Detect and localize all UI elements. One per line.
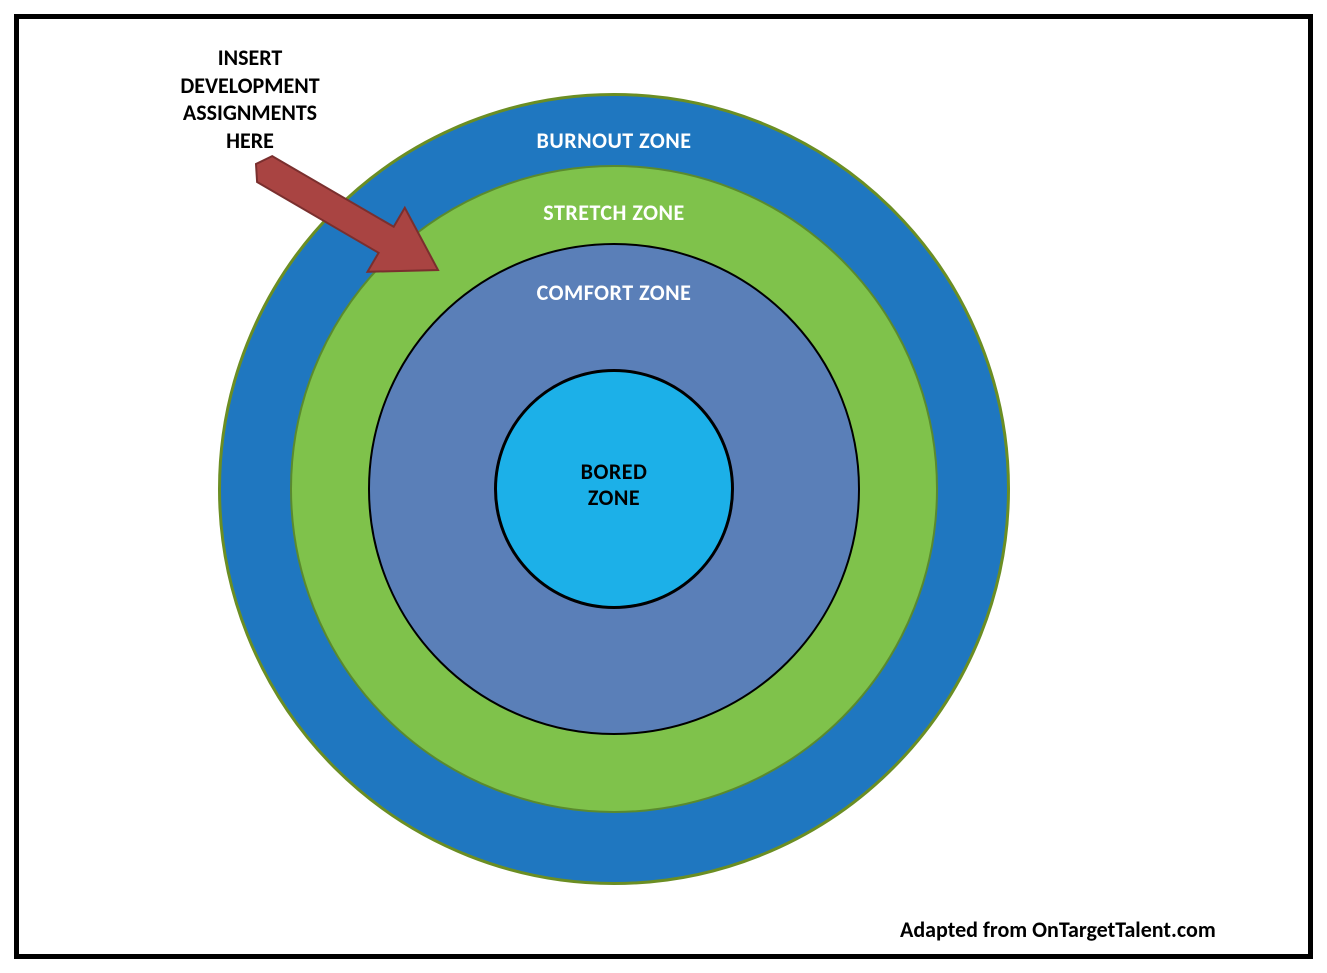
attribution-text: Adapted from OnTargetTalent.com [900, 916, 1216, 943]
arrow-shape [256, 156, 438, 272]
callout-arrow [0, 0, 1327, 973]
